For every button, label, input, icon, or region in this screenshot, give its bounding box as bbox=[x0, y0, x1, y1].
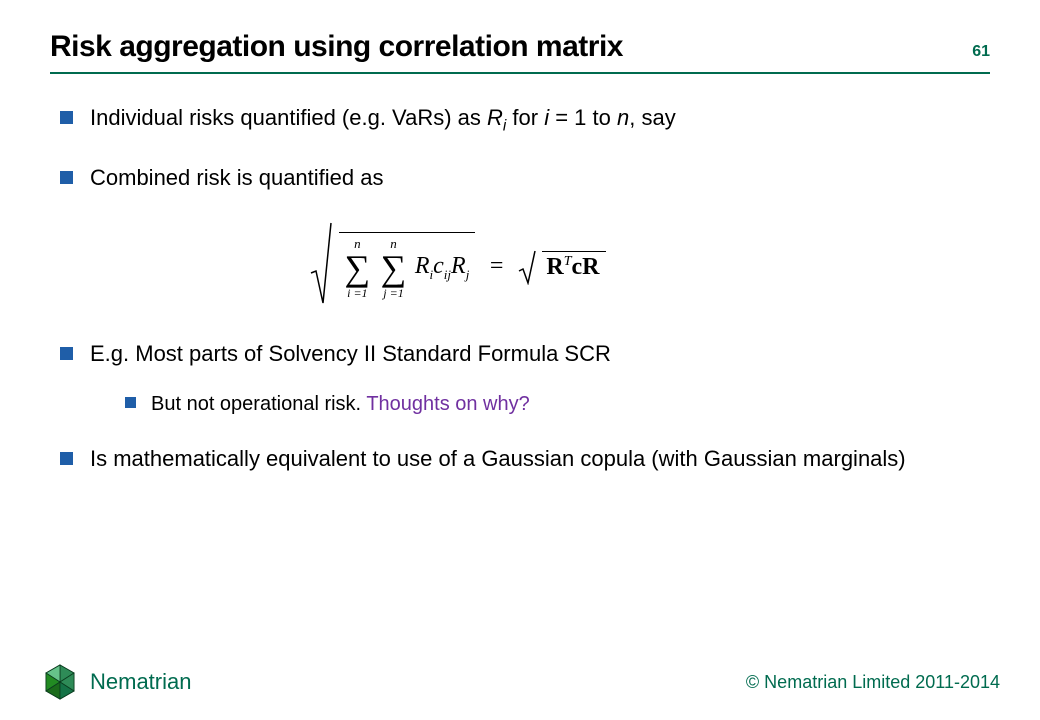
slide-title: Risk aggregation using correlation matri… bbox=[50, 30, 623, 64]
formula: n ∑ i =1 n ∑ j =1 RicijRj = bbox=[60, 221, 990, 312]
term-Rj: Rj bbox=[451, 253, 469, 279]
matrix-R: R bbox=[546, 254, 563, 280]
bullet-individual-risks: Individual risks quantified (e.g. VaRs) … bbox=[60, 104, 990, 136]
sum-i: n ∑ i =1 bbox=[345, 237, 371, 298]
sym: c bbox=[433, 253, 444, 279]
sub-bullet-list: But not operational risk. Thoughts on wh… bbox=[90, 391, 990, 417]
sum-j-bottom: j =1 bbox=[381, 287, 407, 299]
sym: R bbox=[451, 253, 466, 279]
text-segment: Individual risks quantified (e.g. VaRs) … bbox=[90, 105, 487, 130]
footer-left: Nematrian bbox=[40, 662, 191, 702]
sqrt-right: RTcR bbox=[518, 249, 606, 285]
term-Ri: Ri bbox=[415, 253, 433, 279]
slide-content: Individual risks quantified (e.g. VaRs) … bbox=[50, 104, 990, 473]
page-number: 61 bbox=[972, 43, 990, 61]
bullet-combined-risk: Combined risk is quantified as bbox=[60, 164, 990, 193]
bullet-solvency: E.g. Most parts of Solvency II Standard … bbox=[60, 340, 990, 417]
question-text: Thoughts on why? bbox=[366, 393, 529, 415]
brand-name: Nematrian bbox=[90, 669, 191, 695]
symbol-R: R bbox=[487, 105, 503, 130]
text-segment: Is mathematically equivalent to use of a… bbox=[90, 446, 906, 471]
radical-icon bbox=[518, 249, 543, 278]
text-segment: Combined risk is quantified as bbox=[90, 165, 383, 190]
sub: j bbox=[466, 267, 470, 282]
radicand-left: n ∑ i =1 n ∑ j =1 RicijRj bbox=[339, 232, 476, 300]
text-segment: = 1 to bbox=[549, 105, 617, 130]
text-segment: , say bbox=[629, 105, 675, 130]
sub-bullet-operational-risk: But not operational risk. Thoughts on wh… bbox=[125, 391, 990, 417]
text-segment: But not operational risk. bbox=[151, 393, 366, 415]
sigma-icon: ∑ bbox=[345, 252, 371, 284]
text-segment: E.g. Most parts of Solvency II Standard … bbox=[90, 341, 611, 366]
sub: ij bbox=[444, 267, 451, 282]
sum-j: n ∑ j =1 bbox=[381, 237, 407, 298]
superscript-T: T bbox=[564, 254, 572, 269]
matrix-R: R bbox=[582, 254, 599, 280]
bullet-gaussian-copula: Is mathematically equivalent to use of a… bbox=[60, 445, 990, 474]
radical-icon bbox=[310, 221, 332, 312]
sym: R bbox=[415, 253, 430, 279]
radicand-right: RTcR bbox=[542, 251, 605, 283]
slide-footer: Nematrian © Nematrian Limited 2011-2014 bbox=[40, 662, 1000, 702]
slide-header: Risk aggregation using correlation matri… bbox=[50, 30, 990, 74]
sigma-icon: ∑ bbox=[381, 252, 407, 284]
bullet-list: Individual risks quantified (e.g. VaRs) … bbox=[60, 104, 990, 193]
sqrt-left: n ∑ i =1 n ∑ j =1 RicijRj bbox=[310, 221, 475, 312]
term-cij: cij bbox=[433, 253, 451, 279]
sum-i-bottom: i =1 bbox=[345, 287, 371, 299]
logo-icon bbox=[40, 662, 80, 702]
matrix-c: c bbox=[572, 254, 583, 280]
bullet-list-continued: E.g. Most parts of Solvency II Standard … bbox=[60, 340, 990, 473]
symbol-n: n bbox=[617, 105, 629, 130]
text-segment: for bbox=[506, 105, 544, 130]
equals-sign: = bbox=[490, 253, 504, 279]
copyright-text: © Nematrian Limited 2011-2014 bbox=[746, 672, 1000, 693]
slide: Risk aggregation using correlation matri… bbox=[0, 0, 1040, 720]
